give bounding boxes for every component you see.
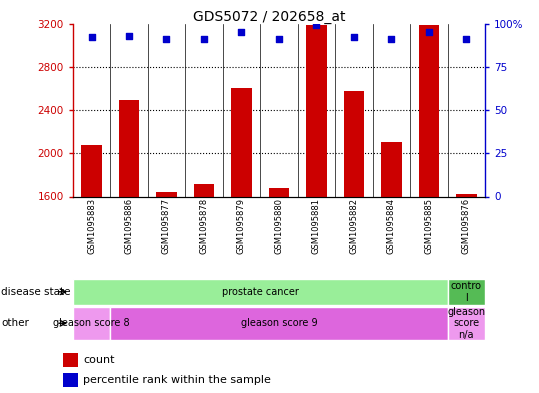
Bar [456,194,476,196]
Bar [419,25,439,196]
Bar [63,373,78,387]
Bar [119,100,139,196]
Text: GDS5072 / 202658_at: GDS5072 / 202658_at [194,10,345,24]
Bar [194,184,215,196]
Text: contro
l: contro l [451,281,482,303]
Text: prostate cancer: prostate cancer [222,287,299,297]
Bar [73,307,110,340]
Point [425,29,433,35]
Point [312,22,321,28]
Point [125,33,133,39]
Bar [81,145,102,196]
Bar [447,307,485,340]
Point [350,34,358,40]
Text: gleason
score
n/a: gleason score n/a [447,307,486,340]
Point [237,29,246,35]
Text: count: count [83,355,115,365]
Bar [156,192,177,196]
Point [462,36,471,42]
Text: disease state: disease state [1,287,71,297]
Bar [447,279,485,305]
Point [199,36,208,42]
Bar [268,188,289,196]
Text: other: other [1,318,29,328]
Point [275,36,284,42]
Point [162,36,171,42]
Bar [343,90,364,196]
Text: gleason score 9: gleason score 9 [240,318,317,328]
Point [387,36,396,42]
Bar [381,142,402,196]
Text: percentile rank within the sample: percentile rank within the sample [83,375,271,385]
Bar [306,25,327,196]
Bar [110,307,447,340]
Bar [231,88,252,196]
Bar [63,353,78,367]
Text: gleason score 8: gleason score 8 [53,318,130,328]
Point [87,34,96,40]
